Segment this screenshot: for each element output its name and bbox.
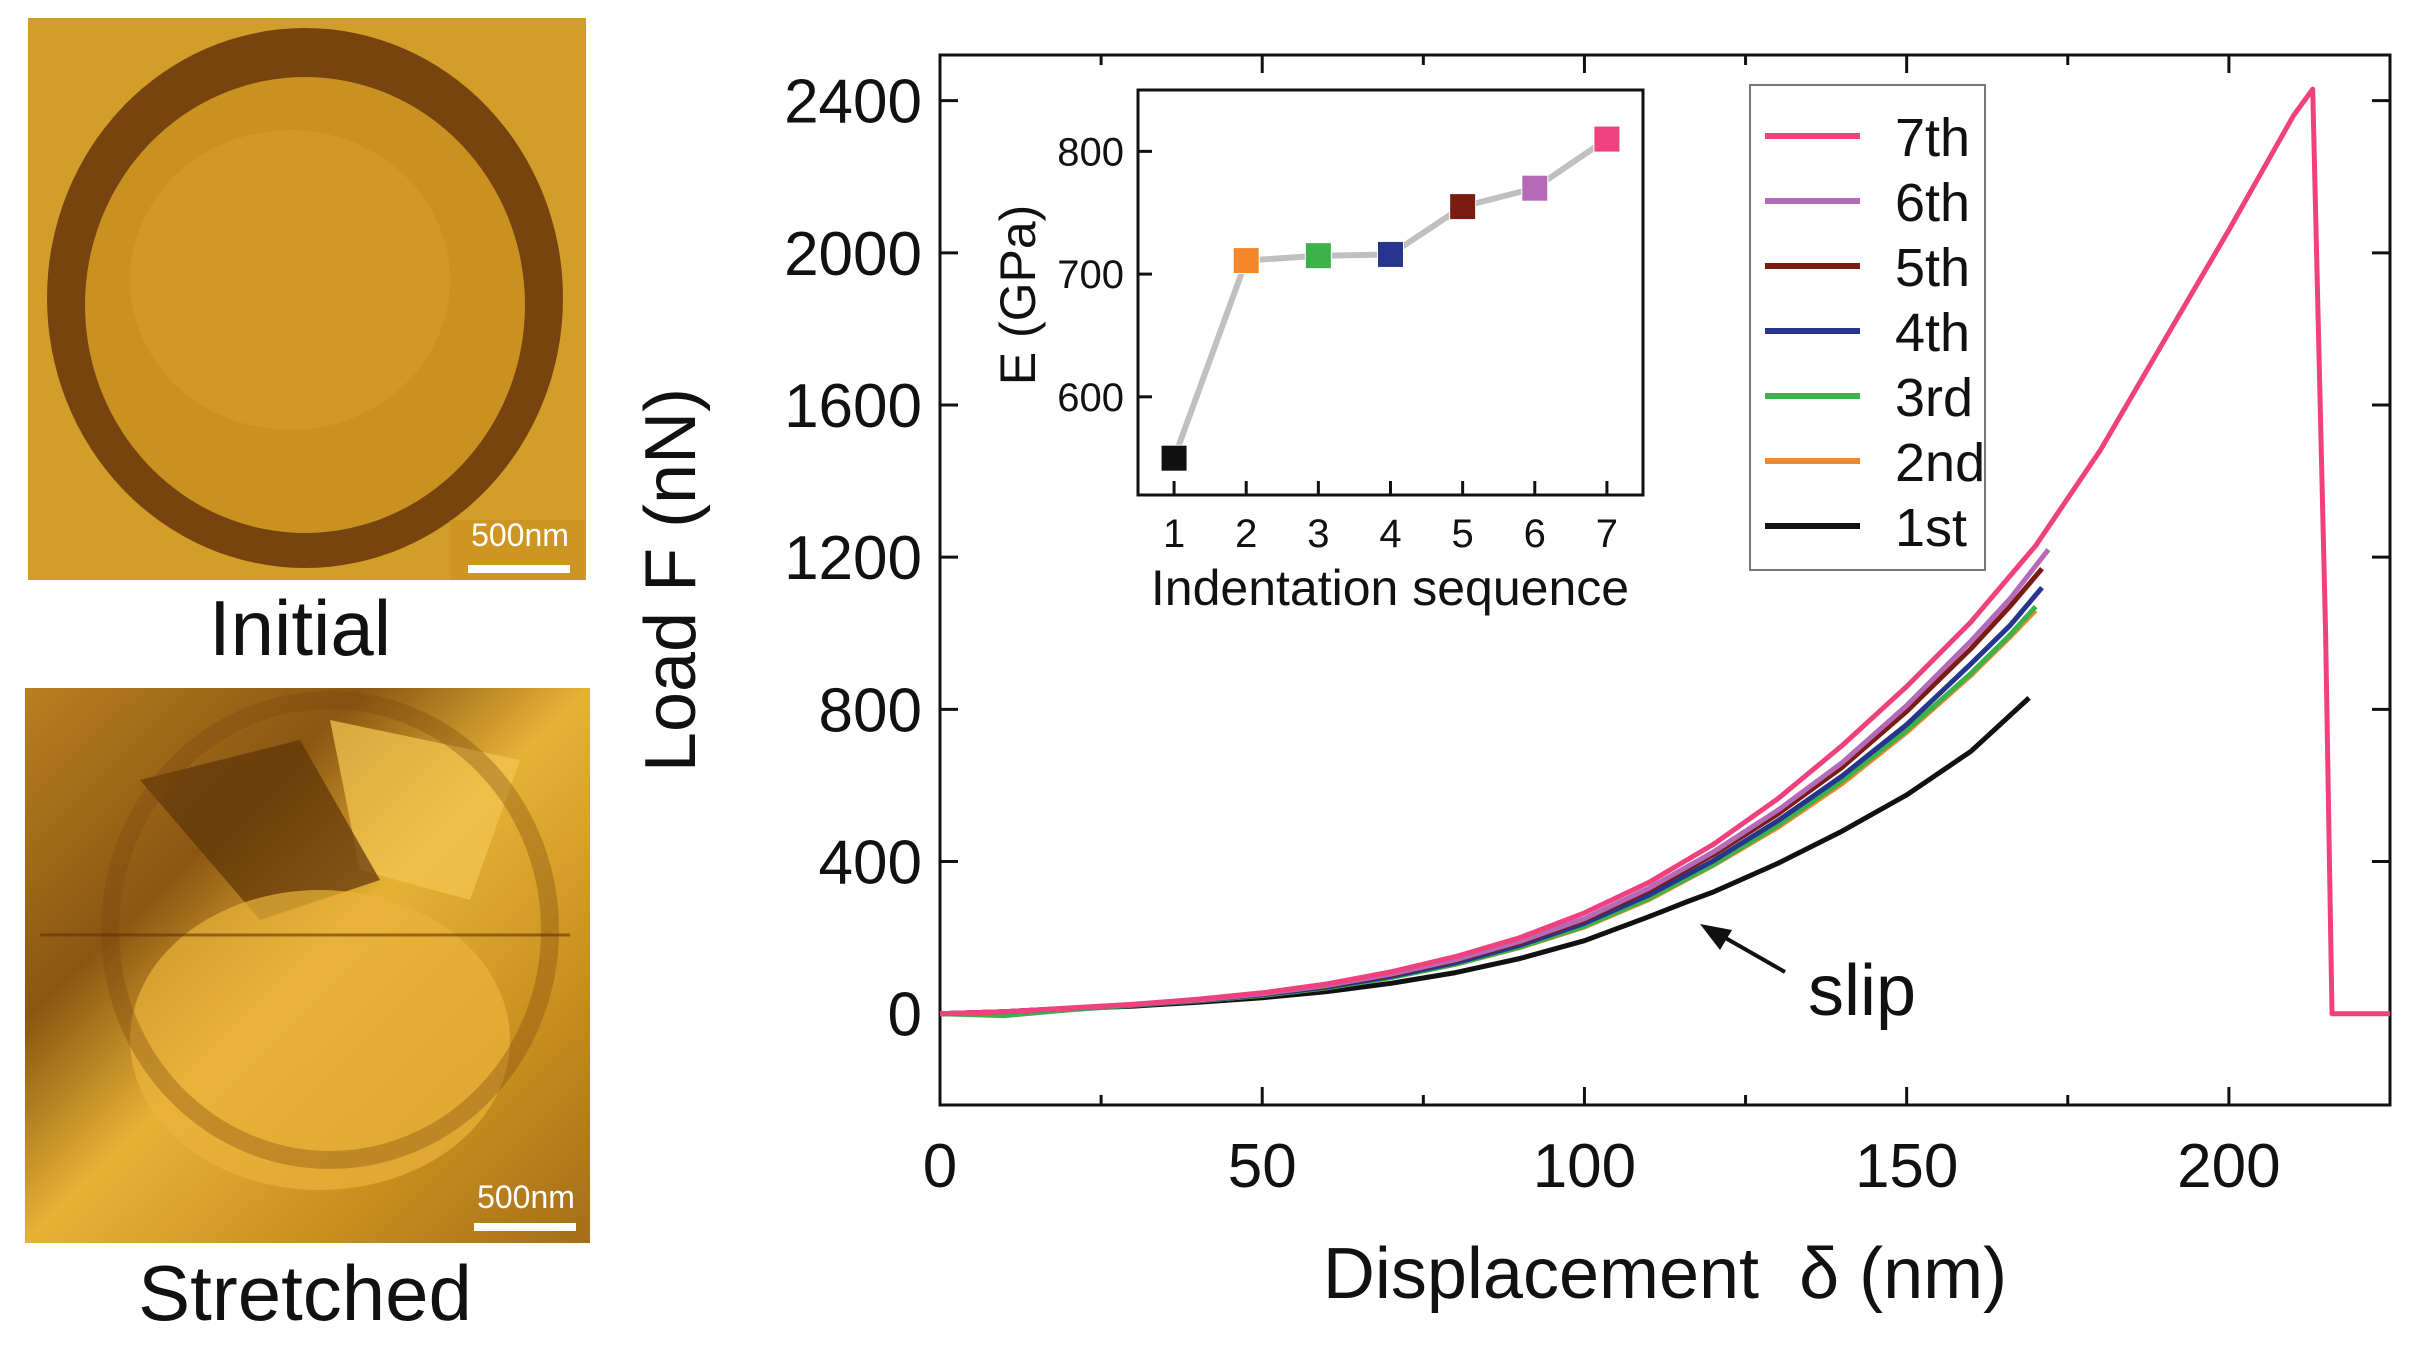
slip-annotation: slip bbox=[1700, 924, 1916, 1031]
inset-xlabel: Indentation sequence bbox=[1151, 560, 1629, 616]
main-x-tick-label: 150 bbox=[1855, 1132, 1958, 1201]
main-y-tick-label: 1200 bbox=[784, 524, 922, 593]
inset-x-tick-label: 7 bbox=[1596, 512, 1618, 556]
caption-initial: Initial bbox=[209, 584, 391, 672]
scalebar-label-stretched: 500nm bbox=[477, 1179, 575, 1215]
main-x-tick-label: 200 bbox=[2177, 1132, 2280, 1201]
main-y-tick-label: 0 bbox=[888, 981, 922, 1050]
inset-marker-1 bbox=[1160, 444, 1188, 472]
inset-chart: 600 700 800 1 2 3 4 5 6 7 E (GPa) Indentation se… bbox=[990, 88, 1645, 616]
main-series bbox=[939, 86, 2390, 1019]
inset-marker-3 bbox=[1304, 242, 1332, 270]
inset-x-ticks: 1 2 3 4 5 6 7 bbox=[1163, 481, 1618, 556]
scalebar-stretched: 500nm bbox=[474, 1179, 576, 1231]
main-x-tick-label: 50 bbox=[1228, 1132, 1297, 1201]
main-y-tick-label: 1600 bbox=[784, 372, 922, 441]
main-ylabel: Load F (nN) bbox=[631, 388, 711, 772]
inset-plot-frame bbox=[1136, 88, 1645, 497]
afm-image-initial: 500nm bbox=[28, 18, 586, 580]
inset-y-ticks: 600 700 800 bbox=[1057, 130, 1152, 420]
scalebar-label-initial: 500nm bbox=[471, 517, 569, 553]
inset-series bbox=[1160, 125, 1621, 472]
legend-label-7th: 7th bbox=[1895, 108, 1970, 168]
legend-label-5th: 5th bbox=[1895, 238, 1970, 298]
inset-x-tick-label: 6 bbox=[1524, 512, 1546, 556]
legend-label-2nd: 2nd bbox=[1895, 433, 1985, 493]
inset-ylabel: E (GPa) bbox=[990, 205, 1046, 386]
main-x-tick-label: 0 bbox=[923, 1132, 957, 1201]
inset-marker-5 bbox=[1449, 193, 1477, 221]
main-y-tick-label: 400 bbox=[819, 829, 922, 898]
inset-y-tick-label: 700 bbox=[1057, 253, 1124, 297]
inset-marker-6 bbox=[1521, 174, 1549, 202]
legend-label-1st: 1st bbox=[1895, 498, 1967, 558]
inset-marker-2 bbox=[1232, 247, 1260, 275]
legend-label-4th: 4th bbox=[1895, 303, 1970, 363]
legend-label-6th: 6th bbox=[1895, 173, 1970, 233]
slip-label: slip bbox=[1808, 951, 1916, 1031]
inset-x-tick-label: 2 bbox=[1235, 512, 1257, 556]
main-x-tick-label: 100 bbox=[1533, 1132, 1636, 1201]
series-line-7th bbox=[939, 86, 2390, 1017]
inset-x-tick-label: 5 bbox=[1452, 512, 1474, 556]
inset-x-tick-label: 3 bbox=[1307, 512, 1329, 556]
inset-x-tick-label: 1 bbox=[1163, 512, 1185, 556]
main-y-tick-label: 2000 bbox=[784, 220, 922, 289]
main-plot-frame bbox=[938, 53, 2392, 1107]
main-y-tick-label: 2400 bbox=[784, 68, 922, 137]
main-y-tick-label: 800 bbox=[819, 676, 922, 745]
legend-label-3rd: 3rd bbox=[1895, 368, 1973, 428]
main-xlabel: Displacement δ (nm) bbox=[1323, 1234, 2007, 1314]
main-x-ticks: 0 50 100 150 200 bbox=[923, 55, 2392, 1201]
inset-y-tick-label: 800 bbox=[1057, 130, 1124, 174]
inset-x-tick-label: 4 bbox=[1379, 512, 1401, 556]
legend-box bbox=[1749, 84, 1986, 571]
caption-stretched: Stretched bbox=[138, 1249, 472, 1337]
inset-marker-4 bbox=[1377, 240, 1404, 268]
scalebar-initial: 500nm bbox=[468, 517, 570, 573]
afm-image-stretched: 500nm bbox=[25, 688, 590, 1243]
slip-arrow-head bbox=[1700, 924, 1732, 950]
inset-marker-7 bbox=[1593, 125, 1621, 153]
inset-y-tick-label: 600 bbox=[1057, 376, 1124, 420]
